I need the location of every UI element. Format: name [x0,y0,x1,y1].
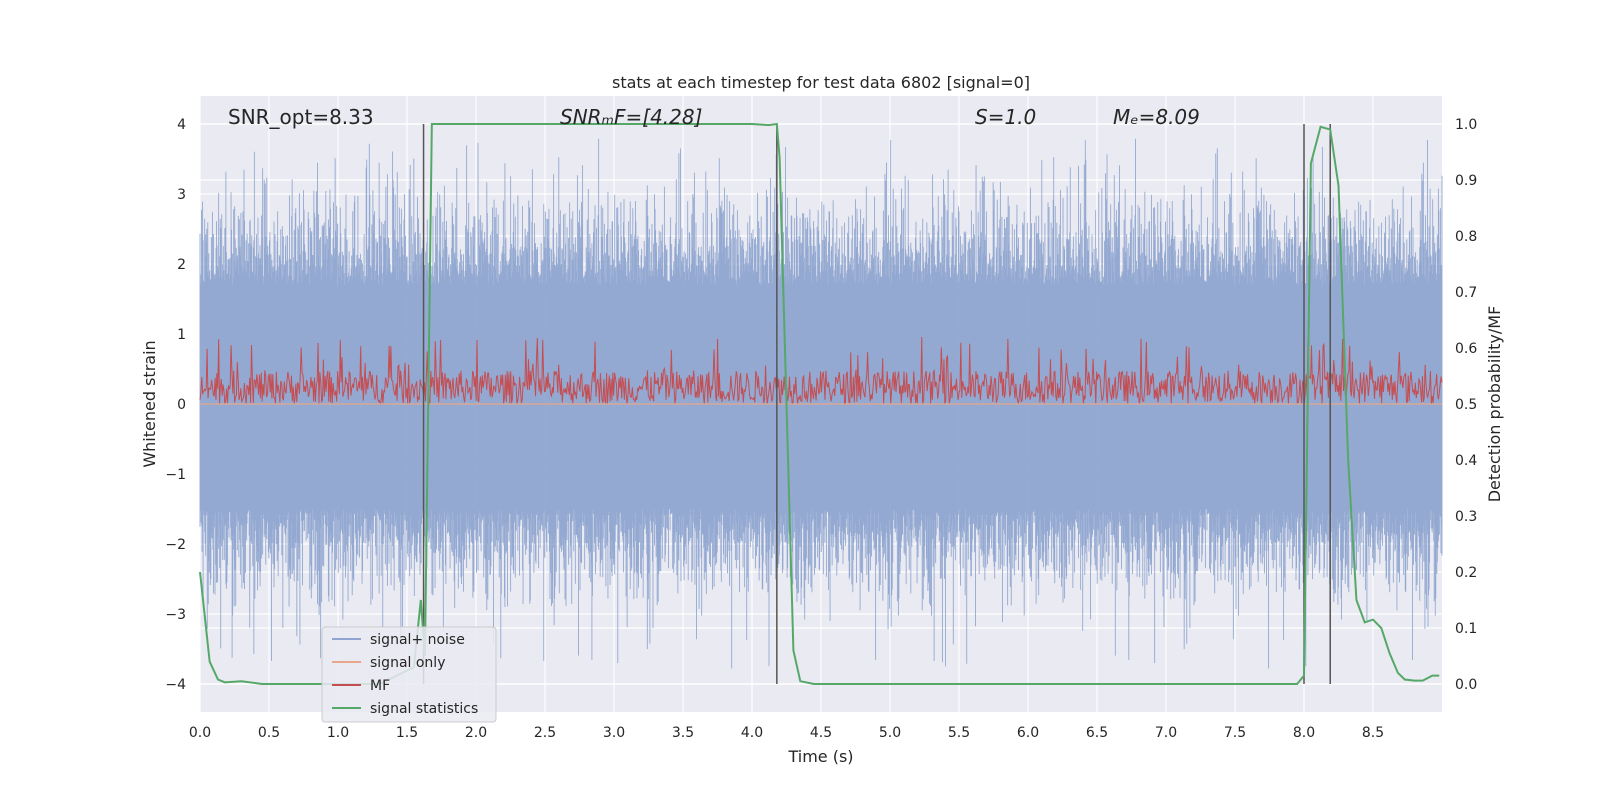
x-tick-label: 3.0 [603,725,625,741]
y-tick-label-right: 0.1 [1455,621,1477,637]
x-tick-label: 6.5 [1086,725,1108,741]
x-tick-label: 8.5 [1362,725,1384,741]
x-tick-label: 3.5 [672,725,694,741]
y-tick-label-left: 3 [177,187,186,203]
y-tick-label-right: 0.9 [1455,173,1477,189]
y-tick-label-left: −3 [165,607,186,623]
vertical-lines [422,124,1331,684]
y-tick-label-right: 0.0 [1455,677,1477,693]
x-tick-label: 1.0 [327,725,349,741]
y-tick-label-left: 1 [177,327,186,343]
annotation-snr-mf: SNRₘF=[4.28] [560,105,702,129]
y-tick-label-right: 0.6 [1455,341,1477,357]
annotation-mc: Mₑ=8.09 [1113,105,1200,129]
y-tick-label-left: 2 [177,257,186,273]
x-tick-label: 4.0 [741,725,763,741]
y-axis-label-right: Detection probability/MF [1485,306,1504,503]
y-axis-label-left: Whitened strain [140,340,159,467]
annotation-s: S=1.0 [975,105,1036,129]
annotation-snr-opt: SNR_opt=8.33 [228,105,374,129]
x-tick-label: 7.0 [1155,725,1177,741]
x-tick-label: 6.0 [1017,725,1039,741]
y-tick-label-right: 0.2 [1455,565,1477,581]
x-tick-label: 5.0 [879,725,901,741]
chart-title: stats at each timestep for test data 680… [612,73,1030,92]
mf-series [199,336,1443,406]
x-tick-label: 8.0 [1293,725,1315,741]
ticks: 0.0 0.5 1.0 1.5 2.0 2.5 3.0 3.5 4.0 4.5 5.0 5.5 6.0 6… [165,117,1477,741]
x-axis-label: Time (s) [787,747,853,766]
x-tick-label: 2.5 [534,725,556,741]
y-tick-label-right: 0.8 [1455,229,1477,245]
mf-line [199,336,1443,406]
y-tick-label-left: −4 [165,677,186,693]
x-tick-label: 0.5 [258,725,280,741]
legend-box [321,626,497,723]
y-tick-label-left: 0 [177,397,186,413]
x-tick-label: 2.0 [465,725,487,741]
legend-label-signal-only: signal only [370,655,445,671]
y-tick-label-left: −2 [165,537,186,553]
legend-label-signal-noise: signal+ noise [370,632,465,648]
y-tick-label-left: −1 [165,467,186,483]
y-tick-label-right: 0.4 [1455,453,1477,469]
y-tick-label-right: 0.3 [1455,509,1477,525]
y-tick-label-right: 0.5 [1455,397,1477,413]
x-tick-label: 1.5 [396,725,418,741]
legend: signal+ noise signal only MF signal stat… [321,626,497,723]
y-tick-label-left: 4 [177,117,186,133]
x-tick-label: 5.5 [948,725,970,741]
x-tick-label: 4.5 [810,725,832,741]
y-tick-label-right: 0.7 [1455,285,1477,301]
y-tick-label-right: 1.0 [1455,117,1477,133]
legend-label-mf: MF [370,678,390,694]
legend-label-signal-statistics: signal statistics [370,701,478,717]
x-tick-label: 7.5 [1224,725,1246,741]
x-tick-label: 0.0 [189,725,211,741]
